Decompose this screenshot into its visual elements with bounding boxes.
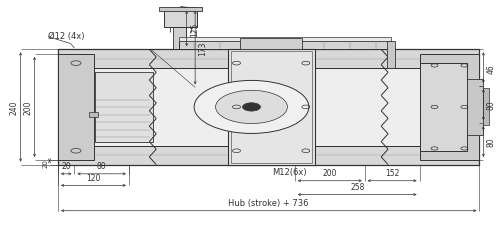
Text: 20: 20 [62,162,71,171]
Text: 200: 200 [24,100,32,115]
Bar [420,64,467,151]
Bar [240,39,302,50]
Bar [483,89,489,126]
Text: Ø12 (4x): Ø12 (4x) [48,32,84,41]
Bar [387,42,394,68]
Text: 125: 125 [190,22,199,36]
Text: 80: 80 [486,100,496,110]
Bar [420,55,480,160]
Text: Hub (stroke) + 736: Hub (stroke) + 736 [228,198,309,207]
Bar [90,112,98,118]
Bar [164,9,196,28]
Bar [467,80,483,135]
Text: 200: 200 [322,169,337,177]
Circle shape [242,103,260,112]
Bar [58,55,94,160]
Circle shape [194,81,309,134]
Bar [160,8,202,12]
Bar [58,146,480,165]
Text: 20: 20 [42,158,48,167]
Bar [228,50,315,165]
Bar [179,42,391,50]
Bar [58,68,480,146]
Text: M12(6x): M12(6x) [272,167,307,176]
Text: 258: 258 [350,182,364,191]
Bar [58,50,480,68]
Bar [179,38,391,42]
Text: 152: 152 [385,169,400,177]
Circle shape [216,91,288,124]
Bar [172,28,186,50]
Text: 80: 80 [486,137,496,147]
Text: 240: 240 [10,100,18,115]
Bar [230,52,312,164]
Text: 120: 120 [86,173,101,182]
Bar [58,50,480,165]
Text: 46: 46 [486,64,496,73]
Bar [96,73,153,142]
Text: 80: 80 [97,162,106,171]
Text: 173: 173 [198,41,207,56]
